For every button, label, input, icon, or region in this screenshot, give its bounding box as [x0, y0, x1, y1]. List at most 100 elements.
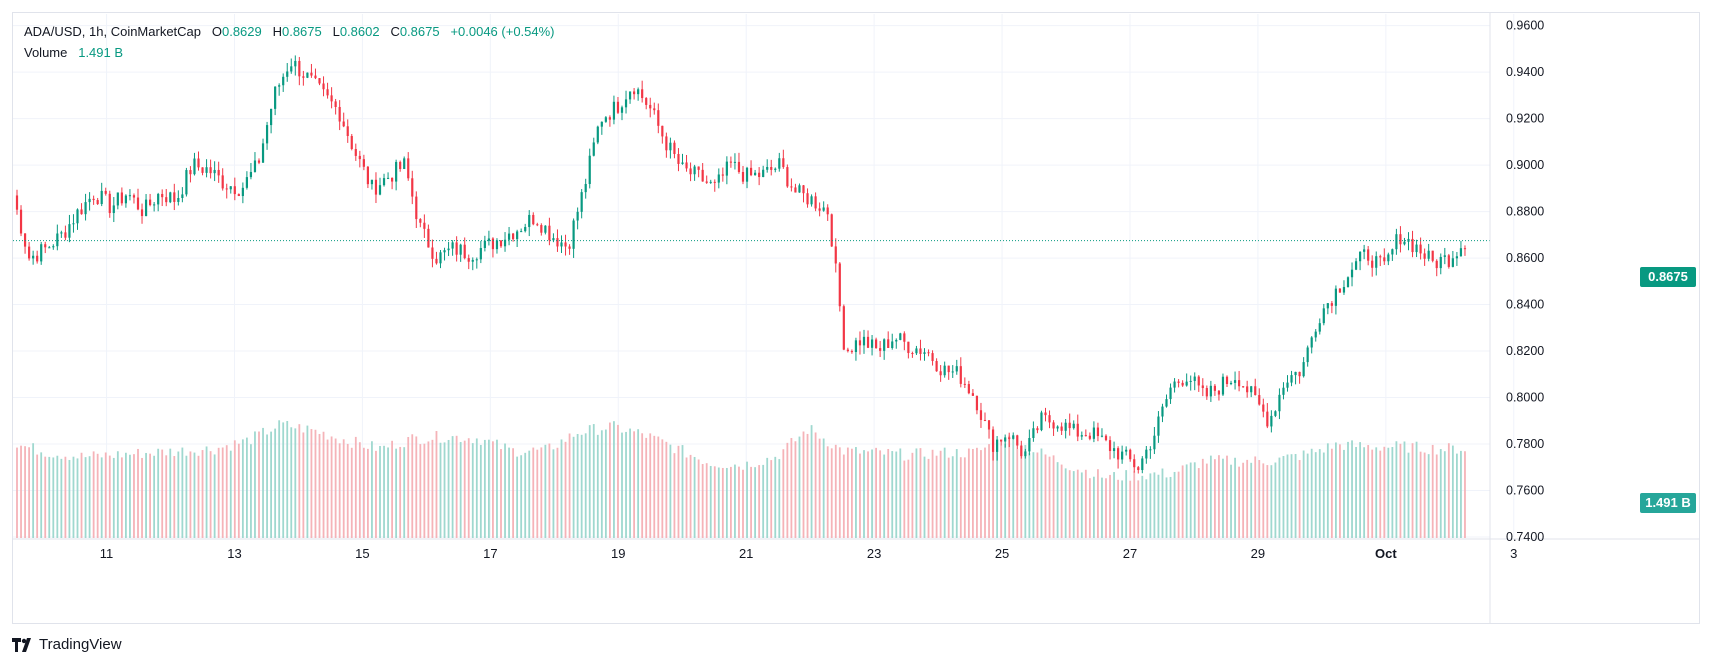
volume-bar: [1339, 444, 1341, 538]
volume-bar: [524, 452, 527, 538]
volume-bar: [350, 447, 353, 538]
time-tick-label: 23: [867, 546, 881, 561]
volume-bar: [621, 432, 623, 538]
volume-bar: [1189, 462, 1192, 538]
candle-body: [1112, 448, 1116, 452]
volume-bar: [314, 429, 317, 538]
candle-body: [72, 223, 75, 225]
candle-body: [48, 247, 51, 249]
candle-body: [931, 353, 934, 362]
time-tick-label: 13: [227, 546, 241, 561]
volume-bar: [1036, 452, 1039, 538]
volume-bar: [1355, 446, 1357, 538]
volume-bar: [512, 448, 514, 538]
candle-body: [774, 168, 777, 170]
volume-bar: [1367, 445, 1370, 538]
candle-body: [842, 306, 845, 350]
volume-bar: [1209, 455, 1212, 538]
volume-bar: [48, 456, 51, 538]
tradingview-logo[interactable]: TradingView: [12, 636, 122, 653]
volume-bar: [1173, 471, 1176, 538]
volume-bar: [919, 448, 922, 538]
volume-bar: [1012, 439, 1015, 538]
volume-bar: [1117, 479, 1119, 538]
candle-body: [673, 142, 676, 155]
volume-bar: [1113, 472, 1115, 538]
volume-bar: [104, 452, 107, 538]
candle-body: [520, 231, 523, 233]
candle-body: [1326, 303, 1329, 309]
candle-body: [197, 158, 200, 168]
candles: [15, 55, 1467, 474]
volume-bar: [826, 446, 829, 538]
volume-bar: [258, 431, 260, 538]
volume-bar: [685, 457, 688, 538]
candle-body: [1459, 248, 1463, 257]
candle-body: [278, 85, 281, 87]
candle-body: [15, 195, 19, 210]
volume-bar: [20, 445, 22, 538]
volume-bar: [951, 456, 954, 538]
candle-body: [923, 352, 926, 354]
candle-body: [1117, 448, 1120, 460]
candle-body: [112, 205, 115, 214]
volume-bar: [1177, 471, 1180, 538]
volume-bar: [411, 434, 414, 538]
volume-bar: [955, 449, 958, 538]
volume-bar: [923, 456, 926, 538]
volume-bar: [1451, 445, 1454, 538]
candle-body: [423, 222, 426, 229]
candle-body: [1411, 238, 1414, 253]
candle-body: [56, 233, 59, 247]
volume-bar: [270, 431, 272, 538]
candle-body: [790, 186, 793, 188]
candle-body: [560, 242, 563, 247]
volume-bar: [266, 434, 268, 538]
candle-body: [846, 349, 849, 352]
volume-bar: [447, 439, 450, 538]
volume-bar: [282, 422, 285, 538]
candle-body: [451, 242, 454, 249]
candle-body: [165, 197, 168, 203]
candle-body: [552, 238, 555, 241]
price-tick-label: 0.9200: [1506, 112, 1544, 126]
candle-body: [1266, 411, 1269, 427]
change-value: +0.0046 (+0.54%): [450, 24, 555, 39]
candle-body: [1359, 251, 1362, 262]
candle-body: [1342, 287, 1346, 293]
volume-bar: [742, 469, 744, 538]
low-value: 0.8602: [339, 24, 380, 39]
candle-body: [963, 383, 966, 385]
volume-bar: [84, 457, 87, 538]
volume-bar: [1016, 449, 1019, 538]
candle-body: [116, 192, 119, 206]
candle-body: [342, 121, 345, 127]
candle-body: [431, 247, 434, 259]
candle-body: [306, 72, 309, 78]
volume-bar: [552, 449, 555, 538]
volume-bar: [346, 443, 349, 538]
candle-body: [713, 181, 716, 183]
volume-bar: [32, 443, 35, 538]
candle-body: [1012, 435, 1015, 439]
volume-bar: [326, 439, 329, 538]
candle-body: [516, 231, 519, 240]
volume-bar: [1169, 476, 1172, 538]
time-tick-label: 15: [355, 546, 369, 561]
volume-bar: [935, 455, 938, 538]
candle-body: [1189, 380, 1192, 382]
volume-bar: [358, 442, 361, 538]
candle-body: [1443, 255, 1446, 257]
volume-bar: [68, 459, 71, 538]
candle-body: [96, 200, 99, 205]
volume-bar: [1048, 456, 1051, 538]
candle-body: [1153, 435, 1156, 450]
candle-body: [1314, 331, 1317, 338]
volume-bar: [1201, 458, 1204, 538]
candle-body: [979, 410, 983, 420]
candle-body: [596, 126, 599, 143]
candle-body: [1076, 423, 1079, 437]
candle-body: [1201, 385, 1204, 389]
volume-bar: [479, 444, 482, 538]
